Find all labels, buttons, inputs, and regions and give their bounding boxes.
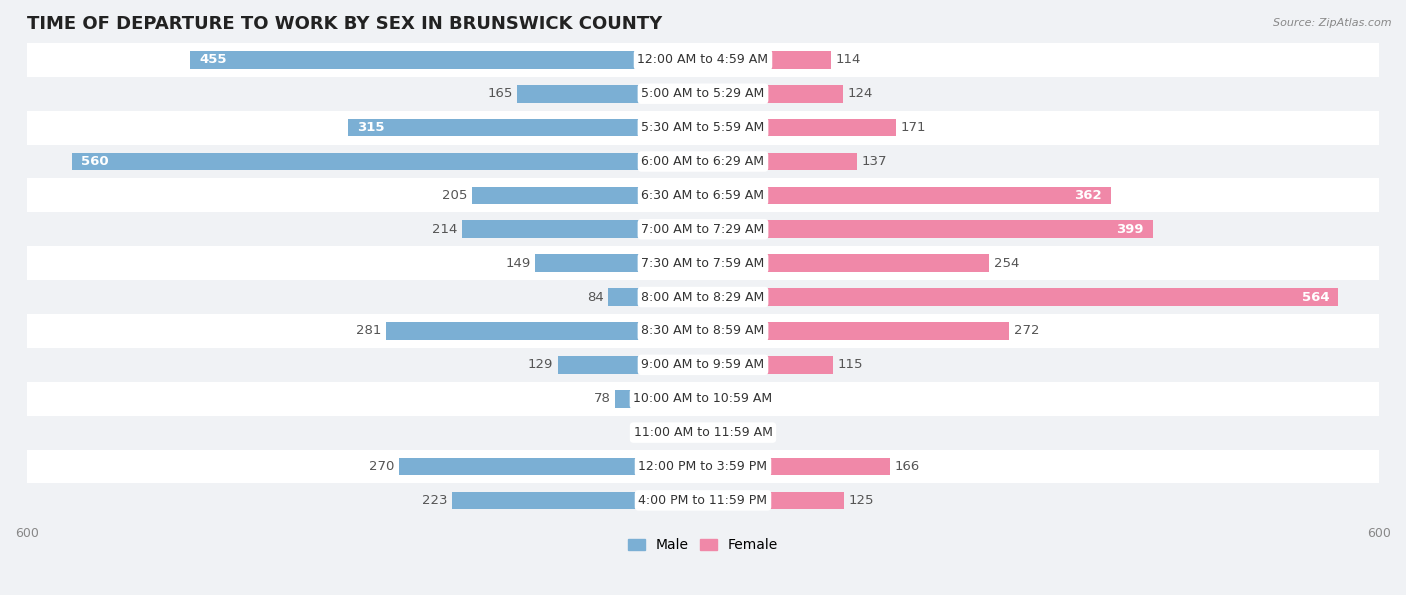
Bar bbox=[463, 221, 703, 238]
Text: 165: 165 bbox=[488, 87, 513, 100]
Bar bbox=[27, 314, 1379, 348]
Text: 254: 254 bbox=[994, 256, 1019, 270]
Text: 129: 129 bbox=[527, 358, 553, 371]
Text: 171: 171 bbox=[900, 121, 925, 134]
Text: 6:00 AM to 6:29 AM: 6:00 AM to 6:29 AM bbox=[641, 155, 765, 168]
Text: 84: 84 bbox=[588, 290, 603, 303]
Text: 114: 114 bbox=[837, 54, 862, 66]
Bar bbox=[703, 187, 1111, 204]
Bar bbox=[703, 424, 755, 441]
Bar bbox=[703, 356, 832, 374]
Bar bbox=[614, 390, 703, 408]
Bar bbox=[27, 178, 1379, 212]
Bar bbox=[27, 416, 1379, 450]
Text: 455: 455 bbox=[200, 54, 226, 66]
Bar bbox=[472, 187, 703, 204]
Text: 281: 281 bbox=[357, 324, 382, 337]
Bar bbox=[27, 246, 1379, 280]
Bar bbox=[27, 43, 1379, 77]
Text: 5:30 AM to 5:59 AM: 5:30 AM to 5:59 AM bbox=[641, 121, 765, 134]
Text: 124: 124 bbox=[848, 87, 873, 100]
Text: 115: 115 bbox=[837, 358, 863, 371]
Text: 0: 0 bbox=[692, 426, 700, 439]
Bar bbox=[536, 254, 703, 272]
Text: 560: 560 bbox=[82, 155, 108, 168]
Text: 564: 564 bbox=[1302, 290, 1330, 303]
Bar bbox=[27, 280, 1379, 314]
Text: 7:30 AM to 7:59 AM: 7:30 AM to 7:59 AM bbox=[641, 256, 765, 270]
Bar bbox=[703, 51, 831, 68]
Bar bbox=[27, 212, 1379, 246]
Text: 137: 137 bbox=[862, 155, 887, 168]
Bar bbox=[72, 153, 703, 170]
Text: 5:00 AM to 5:29 AM: 5:00 AM to 5:29 AM bbox=[641, 87, 765, 100]
Bar bbox=[703, 390, 707, 408]
Text: TIME OF DEPARTURE TO WORK BY SEX IN BRUNSWICK COUNTY: TIME OF DEPARTURE TO WORK BY SEX IN BRUN… bbox=[27, 15, 662, 33]
Bar bbox=[27, 77, 1379, 111]
Text: 223: 223 bbox=[422, 494, 447, 507]
Bar bbox=[190, 51, 703, 68]
Bar bbox=[451, 491, 703, 509]
Bar bbox=[27, 348, 1379, 382]
Text: 272: 272 bbox=[1014, 324, 1039, 337]
Text: 125: 125 bbox=[848, 494, 875, 507]
Bar bbox=[27, 484, 1379, 517]
Text: 205: 205 bbox=[441, 189, 468, 202]
Bar bbox=[387, 322, 703, 340]
Text: 10:00 AM to 10:59 AM: 10:00 AM to 10:59 AM bbox=[634, 392, 772, 405]
Text: 399: 399 bbox=[1116, 223, 1143, 236]
Bar bbox=[27, 111, 1379, 145]
Text: 11:00 AM to 11:59 AM: 11:00 AM to 11:59 AM bbox=[634, 426, 772, 439]
Bar bbox=[558, 356, 703, 374]
Bar bbox=[27, 382, 1379, 416]
Text: 9:00 AM to 9:59 AM: 9:00 AM to 9:59 AM bbox=[641, 358, 765, 371]
Text: 166: 166 bbox=[894, 460, 920, 473]
Bar bbox=[703, 254, 990, 272]
Text: 12:00 AM to 4:59 AM: 12:00 AM to 4:59 AM bbox=[637, 54, 769, 66]
Text: 270: 270 bbox=[368, 460, 394, 473]
Text: 46: 46 bbox=[759, 426, 776, 439]
Text: 8:30 AM to 8:59 AM: 8:30 AM to 8:59 AM bbox=[641, 324, 765, 337]
Legend: Male, Female: Male, Female bbox=[623, 533, 783, 558]
Text: 149: 149 bbox=[505, 256, 530, 270]
Bar bbox=[703, 458, 890, 475]
Text: 8:00 AM to 8:29 AM: 8:00 AM to 8:29 AM bbox=[641, 290, 765, 303]
Text: 315: 315 bbox=[357, 121, 385, 134]
Text: 78: 78 bbox=[593, 392, 610, 405]
Text: 362: 362 bbox=[1074, 189, 1102, 202]
Bar bbox=[703, 322, 1010, 340]
Bar bbox=[703, 85, 842, 102]
Bar bbox=[349, 119, 703, 136]
Bar bbox=[27, 145, 1379, 178]
Bar bbox=[703, 491, 844, 509]
Text: 12:00 PM to 3:59 PM: 12:00 PM to 3:59 PM bbox=[638, 460, 768, 473]
Bar bbox=[703, 119, 896, 136]
Bar bbox=[27, 450, 1379, 484]
Bar bbox=[609, 288, 703, 306]
Text: Source: ZipAtlas.com: Source: ZipAtlas.com bbox=[1274, 18, 1392, 28]
Text: 214: 214 bbox=[432, 223, 457, 236]
Text: 4:00 PM to 11:59 PM: 4:00 PM to 11:59 PM bbox=[638, 494, 768, 507]
Bar bbox=[703, 221, 1153, 238]
Text: 7:00 AM to 7:29 AM: 7:00 AM to 7:29 AM bbox=[641, 223, 765, 236]
Text: 6:30 AM to 6:59 AM: 6:30 AM to 6:59 AM bbox=[641, 189, 765, 202]
Text: 4: 4 bbox=[711, 392, 720, 405]
Bar bbox=[517, 85, 703, 102]
Bar bbox=[703, 288, 1339, 306]
Bar bbox=[703, 153, 858, 170]
Bar bbox=[399, 458, 703, 475]
